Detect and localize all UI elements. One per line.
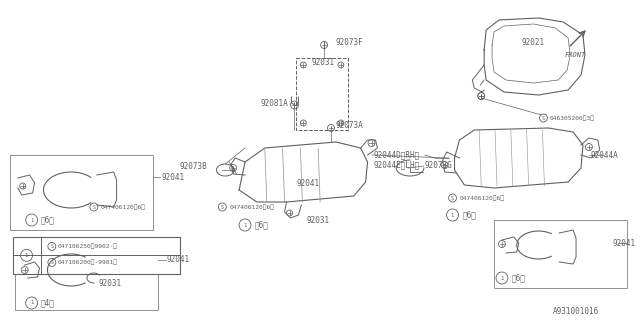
Text: 047106200（-9901）: 047106200（-9901）: [58, 260, 118, 265]
Text: 92073B: 92073B: [180, 162, 207, 171]
Text: 92081A: 92081A: [261, 99, 289, 108]
Text: 92021: 92021: [522, 37, 545, 46]
Text: 92041: 92041: [612, 238, 636, 247]
Text: 92044A: 92044A: [591, 150, 619, 159]
Text: （6）: （6）: [463, 211, 476, 220]
Text: 1: 1: [30, 300, 33, 306]
Text: S: S: [51, 260, 53, 265]
Text: 92031: 92031: [307, 215, 330, 225]
Text: 047406120（6）: 047406120（6）: [229, 204, 274, 210]
Text: （6）: （6）: [40, 215, 54, 225]
Text: 92073F: 92073F: [336, 37, 364, 46]
Text: S: S: [542, 116, 545, 121]
Bar: [10, 155, 153, 230]
Text: S: S: [451, 196, 454, 201]
Text: 046305200（3）: 046305200（3）: [549, 115, 595, 121]
Text: 1: 1: [30, 218, 33, 222]
Text: 92044D〈RH〉: 92044D〈RH〉: [374, 150, 420, 159]
Text: （6）: （6）: [512, 274, 525, 283]
Bar: [13, 237, 180, 274]
Text: 92031: 92031: [99, 278, 122, 287]
Text: 92041: 92041: [167, 255, 190, 265]
Text: 92044E〈LH〉: 92044E〈LH〉: [374, 161, 420, 170]
Text: S: S: [221, 204, 224, 210]
Text: 047406120（6）: 047406120（6）: [460, 195, 504, 201]
Text: 92031: 92031: [311, 58, 334, 67]
Text: 92073G: 92073G: [425, 161, 452, 170]
Text: 92073A: 92073A: [336, 121, 364, 130]
Text: 1: 1: [243, 222, 247, 228]
Text: S: S: [51, 244, 53, 249]
Text: 92041: 92041: [161, 172, 184, 181]
Text: FRONT: FRONT: [565, 52, 586, 58]
Text: 047106250〈9902-〉: 047106250〈9902-〉: [58, 244, 118, 249]
Bar: [494, 220, 627, 288]
Text: （4）: （4）: [40, 299, 54, 308]
Text: 1: 1: [25, 253, 28, 258]
Text: 1: 1: [500, 276, 504, 281]
Text: 047406120（6）: 047406120（6）: [100, 204, 146, 210]
Text: A931001016: A931001016: [554, 308, 600, 316]
Bar: [15, 242, 158, 310]
Text: S: S: [92, 204, 95, 210]
Text: （6）: （6）: [255, 220, 269, 229]
Text: 92041: 92041: [296, 179, 319, 188]
Text: 1: 1: [451, 212, 454, 218]
